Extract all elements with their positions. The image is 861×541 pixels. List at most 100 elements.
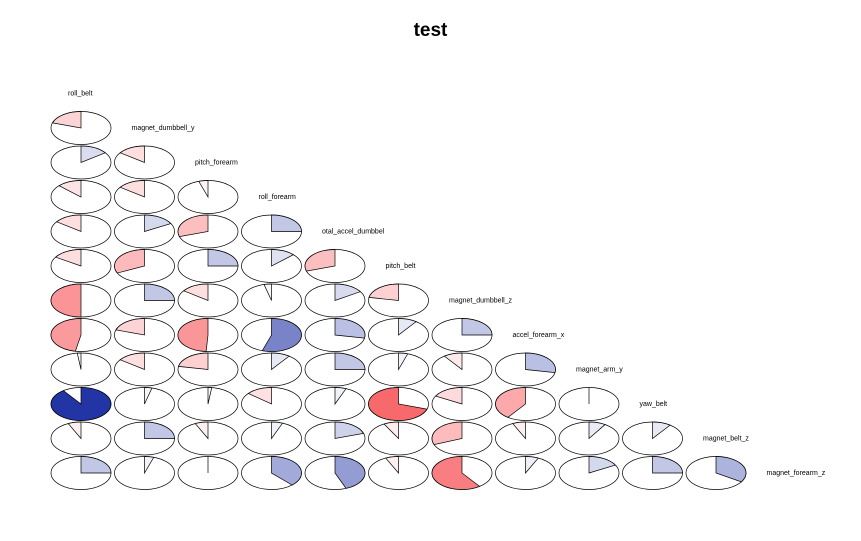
variable-label: accel_forearm_x — [513, 332, 565, 339]
pie-wedge — [80, 456, 112, 474]
variable-label: yaw_belt — [640, 401, 668, 408]
pie-wedge — [334, 318, 366, 339]
corr-cell — [431, 318, 493, 352]
corr-cell — [50, 180, 112, 214]
corr-cell — [114, 180, 175, 214]
corr-cell — [304, 421, 366, 456]
pie-wedge — [50, 387, 112, 421]
corr-cell — [368, 318, 429, 352]
corr-cell — [495, 352, 556, 387]
pie-wedge — [51, 111, 82, 129]
corr-cell — [114, 283, 175, 318]
corr-cell — [431, 387, 493, 421]
corr-cell — [177, 180, 239, 214]
corr-cell — [304, 352, 366, 387]
pie-wedge — [194, 421, 209, 440]
corr-cell — [177, 387, 239, 421]
pie-wedge — [512, 421, 526, 440]
variable-label: magnet_arm_y — [576, 367, 623, 374]
pie-wedge — [368, 283, 399, 301]
corr-cell — [304, 456, 366, 490]
corr-cell — [558, 421, 620, 456]
corr-cell — [50, 456, 112, 490]
pie-wedge — [67, 421, 82, 440]
pie-wedge — [119, 180, 145, 198]
pie-wedge — [271, 456, 302, 486]
pie-wedge — [495, 387, 526, 418]
corr-cell — [495, 456, 556, 490]
corr-cell — [304, 387, 366, 421]
pie-wedge — [50, 283, 82, 318]
corr-cell — [431, 421, 493, 456]
pie-wedge — [198, 180, 209, 199]
corr-cell — [50, 111, 112, 145]
corr-cell — [622, 421, 683, 456]
corr-cell — [114, 318, 175, 352]
pie-wedge — [207, 387, 213, 405]
pie-wedge — [652, 456, 683, 474]
variable-label: pitch_belt — [386, 263, 416, 270]
pie-wedge — [54, 249, 82, 267]
corr-cell — [177, 249, 239, 283]
corr-cell — [241, 387, 302, 421]
corr-cell — [241, 352, 302, 387]
pie-wedge — [271, 352, 290, 371]
pie-wedge — [271, 214, 302, 232]
pie-wedge — [144, 214, 172, 232]
corr-cell — [177, 283, 239, 318]
pie-wedge — [443, 352, 463, 371]
pie-wedge — [334, 456, 366, 489]
corr-cell — [495, 387, 556, 421]
pie-wedge — [119, 352, 145, 371]
corr-cell — [177, 318, 239, 352]
pie-wedge — [177, 318, 209, 352]
pie-wedge — [431, 456, 481, 490]
corr-cell — [114, 145, 175, 180]
variable-label: otal_accel_dumbbel — [322, 229, 385, 236]
corr-cell — [114, 387, 175, 421]
pie-wedge — [261, 318, 302, 352]
corr-cell — [241, 421, 302, 456]
corr-cell — [177, 352, 239, 387]
corr-cell — [622, 456, 683, 490]
pie-wedge — [588, 456, 616, 474]
corr-cell — [241, 456, 302, 490]
pie-wedge — [304, 249, 336, 272]
corr-cell — [368, 456, 429, 490]
pie-wedge — [334, 387, 347, 406]
pie-wedge — [50, 318, 82, 352]
variable-label: magnet_dumbbell_z — [449, 298, 513, 305]
corr-cell — [368, 283, 429, 318]
corr-cell — [241, 214, 302, 249]
corr-cell — [304, 249, 366, 283]
pie-wedge — [334, 352, 366, 370]
pie-wedge — [80, 145, 106, 164]
pie-wedge — [247, 387, 272, 405]
pie-wedge — [525, 456, 539, 474]
pie-wedge — [177, 214, 209, 237]
pie-wedge — [76, 352, 82, 370]
variable-labels: roll_belt magnet_dumbbell_y pitch_forearmr… — [68, 91, 826, 478]
corr-cell — [50, 214, 112, 249]
corr-cell — [50, 421, 112, 456]
pie-wedge — [271, 421, 284, 440]
corr-cell — [114, 249, 175, 283]
pie-wedge — [144, 421, 175, 439]
pie-wedge — [271, 249, 295, 267]
pie-wedge — [431, 421, 463, 445]
variable-label: magnet_dumbbell_y — [132, 125, 196, 132]
corr-cell — [50, 387, 112, 421]
pie-wedge — [368, 387, 428, 421]
corr-cell — [241, 318, 302, 352]
pie-wedge — [183, 283, 209, 302]
pie-wedge — [652, 421, 671, 440]
corr-cell — [368, 421, 429, 456]
corr-cell — [177, 214, 239, 249]
corr-cell — [241, 283, 302, 318]
pie-wedge — [588, 421, 606, 440]
corr-cell — [431, 456, 493, 490]
variable-label: roll_forearm — [259, 194, 297, 201]
pie-wedge — [114, 249, 145, 274]
pie-wedge — [115, 318, 145, 336]
